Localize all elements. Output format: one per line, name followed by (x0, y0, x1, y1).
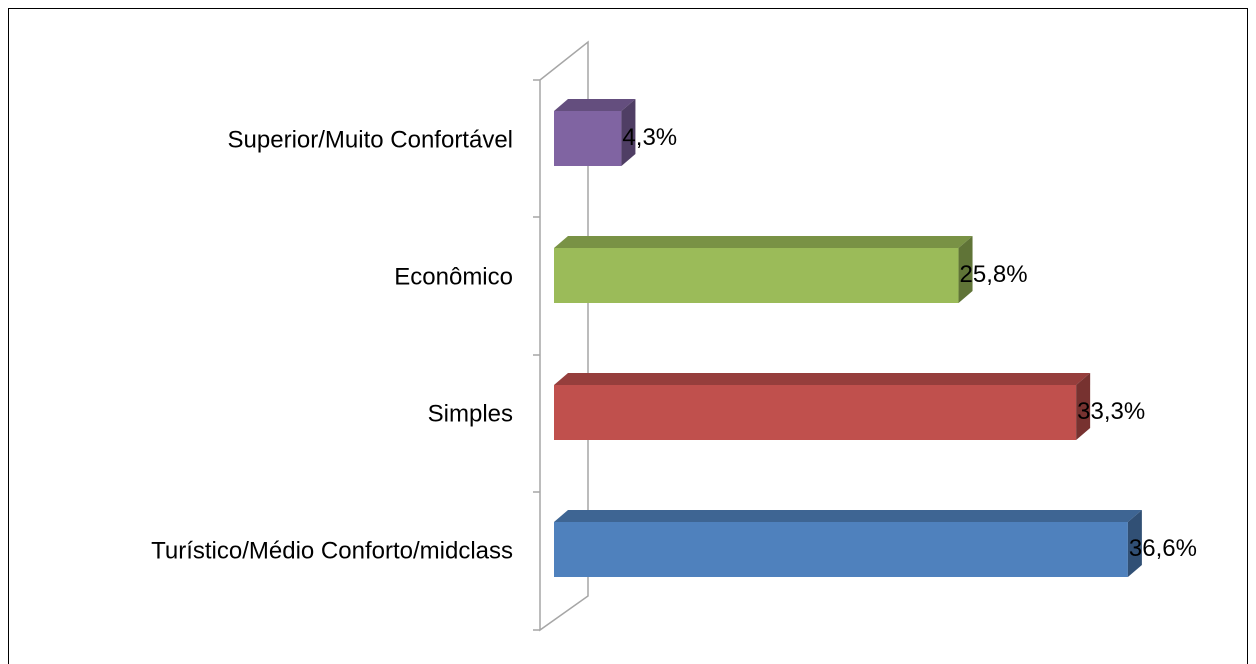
bar (554, 236, 973, 303)
bar-side (1076, 373, 1091, 440)
category-label: Econômico (394, 264, 513, 291)
category-label: Turístico/Médio Conforto/midclass (151, 538, 513, 565)
bar (554, 373, 1091, 440)
bar-series (554, 99, 1142, 577)
bar-front (554, 385, 1077, 440)
bar-side (621, 99, 636, 166)
data-label: 36,6% (1129, 535, 1197, 562)
bar-front (554, 522, 1128, 577)
bar-top (554, 510, 1142, 522)
bar-front (554, 111, 622, 166)
data-label: 33,3% (1077, 398, 1145, 425)
data-label: 25,8% (960, 261, 1028, 288)
bar-side (958, 236, 973, 303)
category-label: Superior/Muito Confortável (228, 127, 513, 154)
bar (554, 510, 1142, 577)
chart-frame (8, 8, 1248, 664)
axis-wall (539, 40, 589, 632)
bar-top (554, 236, 973, 248)
data-labels: 36,6% 33,3% 25,8% 4,3% (622, 124, 1197, 562)
category-labels: Turístico/Médio Conforto/midclass Simples… (151, 127, 513, 565)
bar (554, 99, 636, 166)
bar-front (554, 248, 959, 303)
chart-axis-walls (533, 40, 589, 632)
bar-top (554, 373, 1091, 385)
bar-side (1127, 510, 1142, 577)
bar-top (554, 99, 636, 111)
data-label: 4,3% (622, 124, 677, 151)
category-label: Simples (428, 401, 513, 428)
